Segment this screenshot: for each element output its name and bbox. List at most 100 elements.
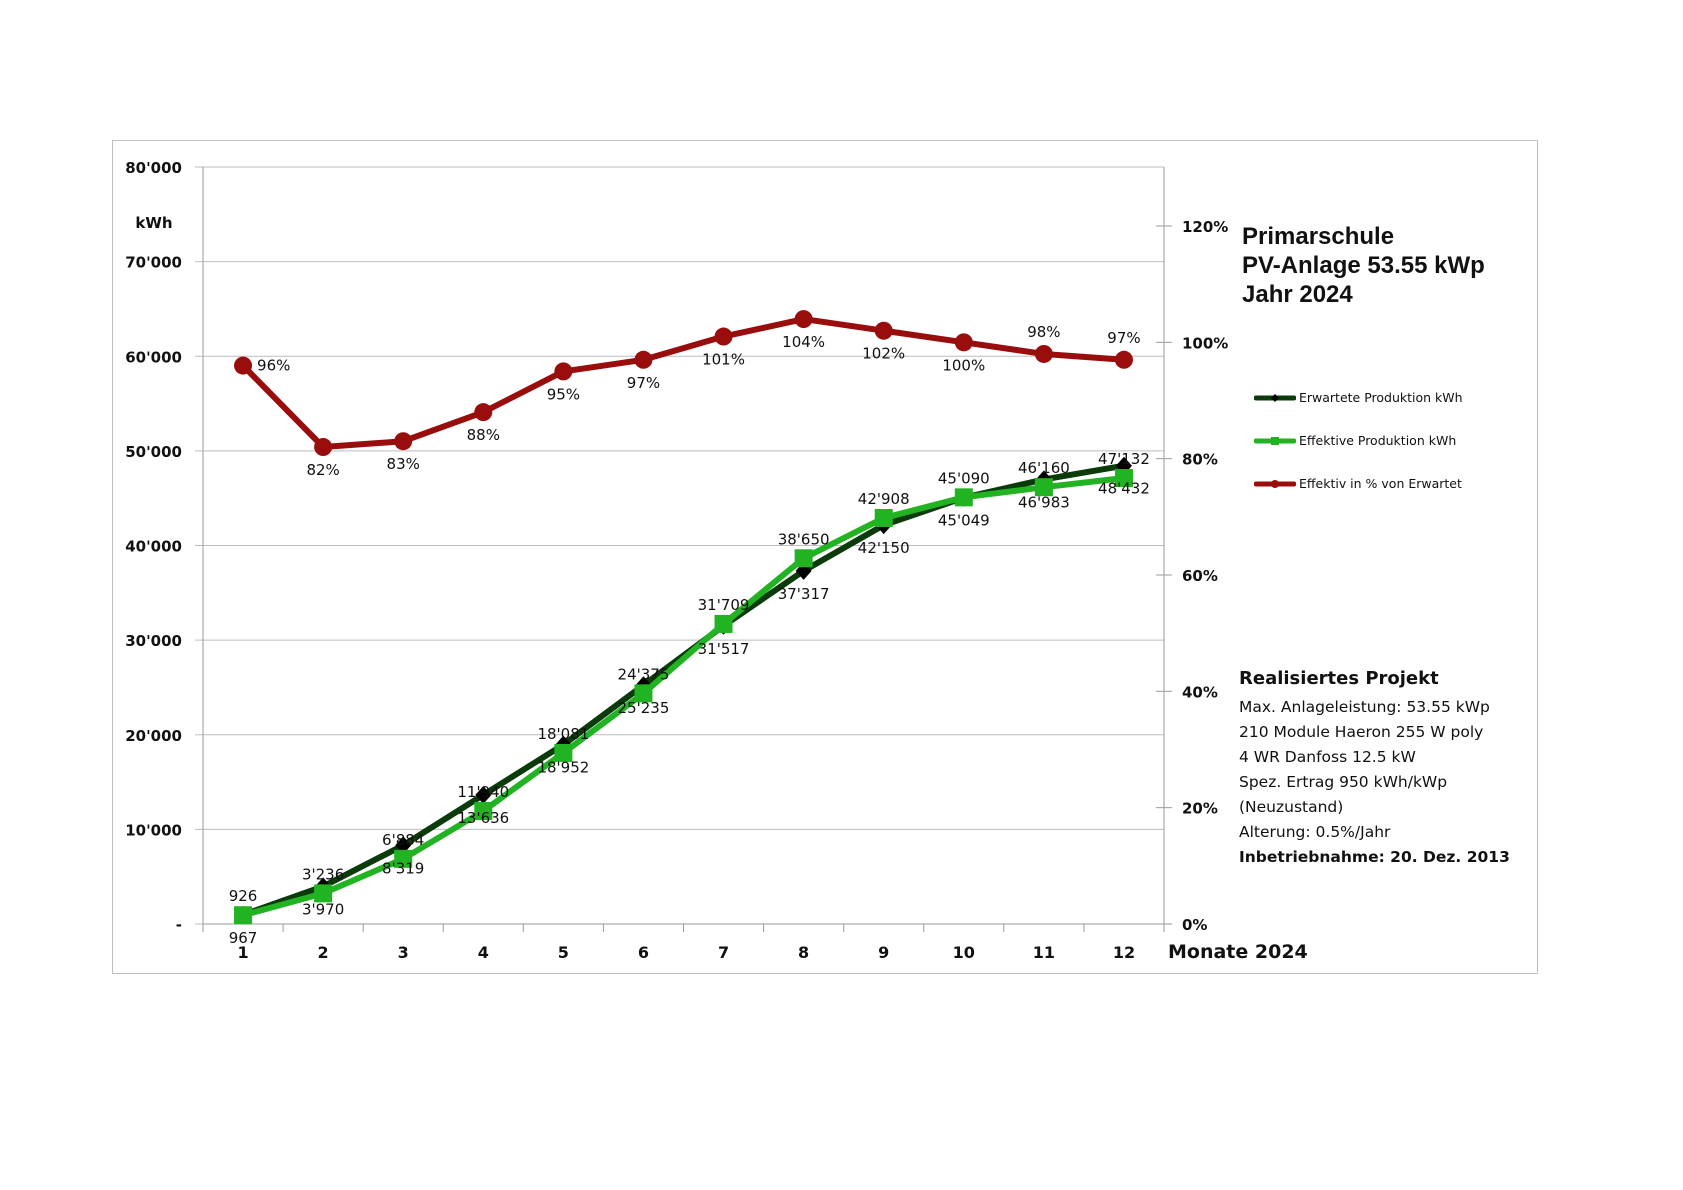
x-tick-label: 3 xyxy=(398,943,409,962)
legend-label: Erwartete Produktion kWh xyxy=(1299,390,1463,405)
data-point-percent xyxy=(874,321,893,340)
x-axis-title: Monate 2024 xyxy=(1168,941,1308,963)
data-label: 8'319 xyxy=(382,859,424,877)
data-label: 38'650 xyxy=(778,530,830,548)
data-point-effective xyxy=(874,508,893,527)
title-line: PV-Anlage 53.55 kWp xyxy=(1242,252,1485,279)
info-line: Spez. Ertrag 950 kWh/kWp xyxy=(1239,773,1448,791)
x-tick-label: 9 xyxy=(878,943,889,962)
data-label: 102% xyxy=(862,345,905,363)
x-tick-label: 8 xyxy=(798,943,809,962)
data-point-effective xyxy=(714,614,733,633)
data-label: 24'375 xyxy=(618,665,670,683)
x-tick-label: 6 xyxy=(638,943,649,962)
data-label: 42'150 xyxy=(858,539,910,557)
data-label: 3'236 xyxy=(302,865,344,883)
data-label: 47'132 xyxy=(1098,450,1150,468)
x-tick-label: 10 xyxy=(953,943,975,962)
y2-tick-label: 20% xyxy=(1182,800,1218,818)
data-label: 13'636 xyxy=(457,809,509,827)
circle-line-icon xyxy=(1254,479,1296,488)
data-label: 31'709 xyxy=(698,596,750,614)
data-label: 967 xyxy=(229,929,258,947)
legend-item-percent: Effektiv in % von Erwartet xyxy=(1254,462,1463,505)
data-label: 101% xyxy=(702,351,745,369)
data-point-effective xyxy=(1034,478,1053,497)
y-tick-label: 20'000 xyxy=(125,727,182,745)
data-label: 37'317 xyxy=(778,585,830,603)
info-line: 210 Module Haeron 255 W poly xyxy=(1239,723,1484,741)
data-label: 95% xyxy=(547,385,580,403)
data-point-percent xyxy=(394,432,413,451)
series-line-2 xyxy=(242,475,1125,919)
legend-item-expected: Erwartete Produktion kWh xyxy=(1254,376,1463,419)
data-point-expected xyxy=(395,836,412,855)
data-label: 104% xyxy=(782,333,825,351)
data-label: 97% xyxy=(627,374,660,392)
data-point-percent xyxy=(234,356,253,375)
info-line: Max. Anlageleistung: 53.55 kWp xyxy=(1239,698,1490,716)
data-point-percent xyxy=(954,333,973,352)
y-tick-label: 70'000 xyxy=(125,254,182,272)
x-tick-label: 4 xyxy=(478,943,489,962)
info-line: (Neuzustand) xyxy=(1239,798,1344,816)
y2-tick-label: 120% xyxy=(1182,218,1228,236)
x-tick-label: 11 xyxy=(1033,943,1055,962)
series-line-3 xyxy=(240,316,1125,451)
data-point-effective xyxy=(394,849,413,868)
data-point-effective xyxy=(234,906,253,925)
data-label: 88% xyxy=(467,426,500,444)
y-tick-label: 10'000 xyxy=(125,821,182,839)
x-tick-label: 5 xyxy=(558,943,569,962)
x-tick-label: 7 xyxy=(718,943,729,962)
y-axis-unit-label: kWh xyxy=(135,214,172,232)
title-line: Primarschule xyxy=(1242,223,1395,250)
title-line: Jahr 2024 xyxy=(1242,281,1353,308)
data-point-percent xyxy=(554,362,573,381)
legend: Erwartete Produktion kWh Effektive Produ… xyxy=(1254,376,1463,505)
data-point-effective xyxy=(634,684,653,703)
data-label: 48'432 xyxy=(1098,480,1150,498)
data-label: 46'983 xyxy=(1018,493,1070,511)
data-label: 11'940 xyxy=(457,783,509,801)
legend-label: Effektiv in % von Erwartet xyxy=(1299,476,1462,491)
data-point-effective xyxy=(474,802,493,821)
data-label: 100% xyxy=(942,356,985,374)
data-point-percent xyxy=(314,438,333,457)
legend-item-effective: Effektive Produktion kWh xyxy=(1254,419,1463,462)
data-point-effective xyxy=(1114,469,1133,488)
data-point-effective xyxy=(954,488,973,507)
info-line: 4 WR Danfoss 12.5 kW xyxy=(1239,748,1416,766)
info-heading: Realisiertes Projekt xyxy=(1239,668,1439,689)
square-line-icon xyxy=(1254,436,1296,445)
y2-tick-label: 100% xyxy=(1182,334,1228,352)
data-label: 83% xyxy=(387,455,420,473)
y2-tick-label: 60% xyxy=(1182,567,1218,585)
chart-title: Primarschule PV-Anlage 53.55 kWp Jahr 20… xyxy=(1242,222,1485,309)
data-point-percent xyxy=(1114,350,1133,369)
data-label: 46'160 xyxy=(1018,459,1070,477)
data-label: 45'049 xyxy=(938,512,990,530)
x-tick-label: 1 xyxy=(237,943,248,962)
y-tick-label: 60'000 xyxy=(125,348,182,366)
data-label: 42'908 xyxy=(858,490,910,508)
data-point-percent xyxy=(714,327,733,346)
y-tick-label: 40'000 xyxy=(125,538,182,556)
data-label: 926 xyxy=(229,887,258,905)
data-label: 18'952 xyxy=(537,759,589,777)
legend-label: Effektive Produktion kWh xyxy=(1299,433,1457,448)
data-point-effective xyxy=(554,743,573,762)
data-point-percent xyxy=(794,310,813,329)
y2-tick-label: 0% xyxy=(1182,916,1207,934)
diamond-line-icon xyxy=(1254,393,1296,402)
info-commissioning: Inbetriebnahme: 20. Dez. 2013 xyxy=(1239,848,1510,866)
data-label: 82% xyxy=(306,461,339,479)
data-label: 31'517 xyxy=(698,640,750,658)
data-label: 97% xyxy=(1107,329,1140,347)
data-label: 6'884 xyxy=(382,831,424,849)
x-tick-label: 2 xyxy=(318,943,329,962)
data-label: 45'090 xyxy=(938,469,990,487)
project-info: Realisiertes Projekt Max. Anlageleistung… xyxy=(1239,668,1510,870)
data-point-percent xyxy=(474,403,493,422)
